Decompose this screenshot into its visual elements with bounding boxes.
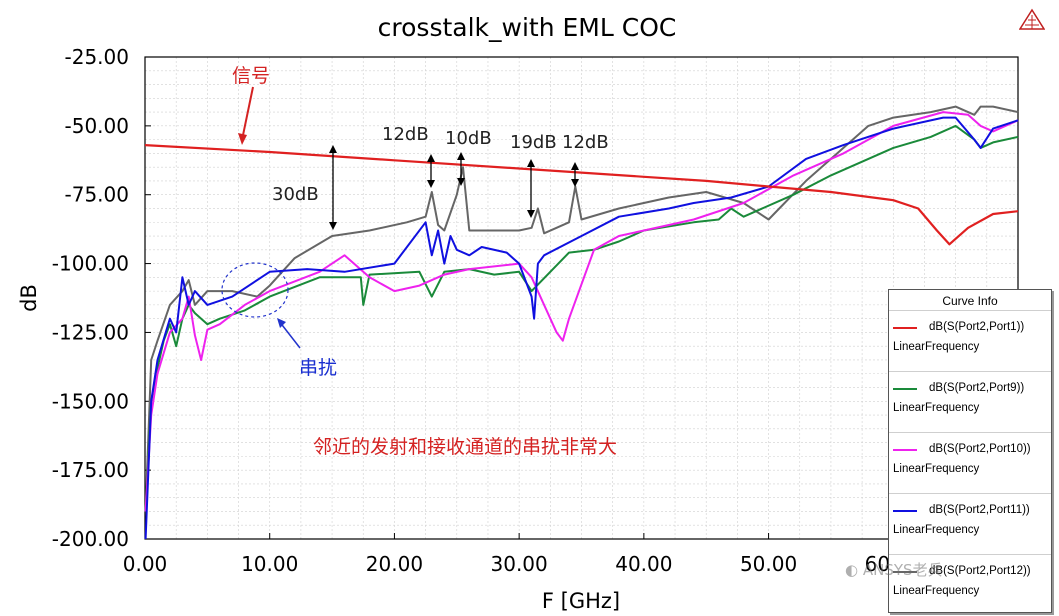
legend-entry[interactable]: dB(S(Port2,Port9)) LinearFrequency <box>889 371 1051 432</box>
gap-label-19db: 19dB <box>510 132 557 153</box>
series-line-db-s-port2-port11- <box>144 116 1019 540</box>
ansys-logo-icon <box>1018 8 1046 34</box>
crosstalk-label: 串扰 <box>299 357 337 379</box>
x-axis-label: F [GHz] <box>542 589 620 613</box>
crosstalk-highlight-ellipse <box>221 262 289 318</box>
legend-entry-sweep: LinearFrequency <box>893 524 980 536</box>
legend-entry-sweep: LinearFrequency <box>893 402 980 414</box>
gap-arrow-19db-head-bottom <box>527 210 535 218</box>
chart-title: crosstalk_with EML COC <box>378 13 677 42</box>
y-tick-label: -100.00 <box>52 252 129 276</box>
legend-entry-sweep: LinearFrequency <box>893 585 980 597</box>
gap-arrow-10db-head-bottom <box>457 178 465 186</box>
y-tick-label: -125.00 <box>52 320 129 344</box>
legend-swatch <box>893 449 917 451</box>
gap-arrow-10db-head-top <box>457 152 465 160</box>
y-tick-label: -25.00 <box>65 45 129 69</box>
y-tick-label: -150.00 <box>52 389 129 413</box>
y-tick-label: -175.00 <box>52 458 129 482</box>
gap-arrow-12db-b-head-bottom <box>571 179 579 187</box>
watermark-text: ANSYS老兵 <box>862 561 943 579</box>
y-tick-label: -50.00 <box>65 114 129 138</box>
annotations: 信号 串扰 邻近的发射和接收通道的串扰非常大 30dB 12dB 10dB 19… <box>221 65 617 458</box>
gap-arrow-30db-head-bottom <box>329 222 337 230</box>
series-line-db-s-port2-port10- <box>144 111 1019 512</box>
gap-label-10db: 10dB <box>445 128 492 149</box>
x-tick-label: 10.00 <box>241 552 298 576</box>
legend-entry[interactable]: dB(S(Port2,Port1)) LinearFrequency <box>889 310 1051 371</box>
gap-arrow-12db-a-head-bottom <box>427 180 435 188</box>
legend-entry-name: dB(S(Port2,Port12)) <box>929 565 1031 577</box>
legend-entry-name: dB(S(Port2,Port11)) <box>929 504 1030 516</box>
signal-pointer-arrow <box>241 86 254 141</box>
legend-entry-name: dB(S(Port2,Port10)) <box>929 443 1031 455</box>
gap-label-30db: 30dB <box>272 184 319 205</box>
gap-label-12db-b: 12dB <box>562 132 609 153</box>
x-tick-label: 50.00 <box>740 552 797 576</box>
note-text: 邻近的发射和接收通道的串扰非常大 <box>313 436 617 458</box>
series-line-db-s-port2-port12- <box>144 105 1019 512</box>
legend-swatch <box>893 327 917 329</box>
signal-pointer-head <box>238 133 247 145</box>
gap-arrow-30db-head-top <box>329 145 337 153</box>
y-tick-label: -75.00 <box>65 183 129 207</box>
axis-ticks: 0.0010.0020.0030.0040.0050.0060.00-25.00… <box>52 45 922 576</box>
legend-swatch <box>893 388 917 390</box>
y-tick-label: -200.00 <box>52 527 129 551</box>
legend-swatch <box>893 571 917 573</box>
gap-arrow-19db-head-top <box>527 159 535 167</box>
series-group <box>144 105 1019 540</box>
gap-arrow-12db-b-head-top <box>571 162 579 170</box>
signal-label: 信号 <box>232 65 270 87</box>
curve-info-legend[interactable]: Curve Info dB(S(Port2,Port1)) LinearFreq… <box>888 289 1052 613</box>
gap-label-12db-a: 12dB <box>382 124 429 145</box>
gap-arrow-12db-a-head-top <box>427 154 435 162</box>
legend-title: Curve Info <box>942 294 998 308</box>
legend-entry-name: dB(S(Port2,Port1)) <box>929 321 1025 333</box>
legend-entry[interactable]: dB(S(Port2,Port12)) LinearFrequency <box>889 554 1051 615</box>
watermark: ◐ ANSYS老兵 <box>845 559 943 580</box>
legend-entry-sweep: LinearFrequency <box>893 463 980 475</box>
crosstalk-pointer-head <box>277 318 286 328</box>
x-tick-label: 30.00 <box>491 552 548 576</box>
legend-entry-name: dB(S(Port2,Port9)) <box>929 382 1025 394</box>
x-tick-label: 40.00 <box>615 552 672 576</box>
y-axis-label: dB <box>17 284 41 312</box>
series-line-db-s-port2-port1- <box>144 144 1019 246</box>
x-tick-label: 0.00 <box>123 552 168 576</box>
wechat-icon: ◐ <box>845 561 859 579</box>
legend-swatch <box>893 510 917 512</box>
legend-entry-sweep: LinearFrequency <box>893 341 980 353</box>
legend-entry[interactable]: dB(S(Port2,Port10)) LinearFrequency <box>889 432 1051 493</box>
legend-entry[interactable]: dB(S(Port2,Port11)) LinearFrequency <box>889 493 1051 554</box>
x-tick-label: 20.00 <box>366 552 423 576</box>
grid <box>144 56 1019 540</box>
